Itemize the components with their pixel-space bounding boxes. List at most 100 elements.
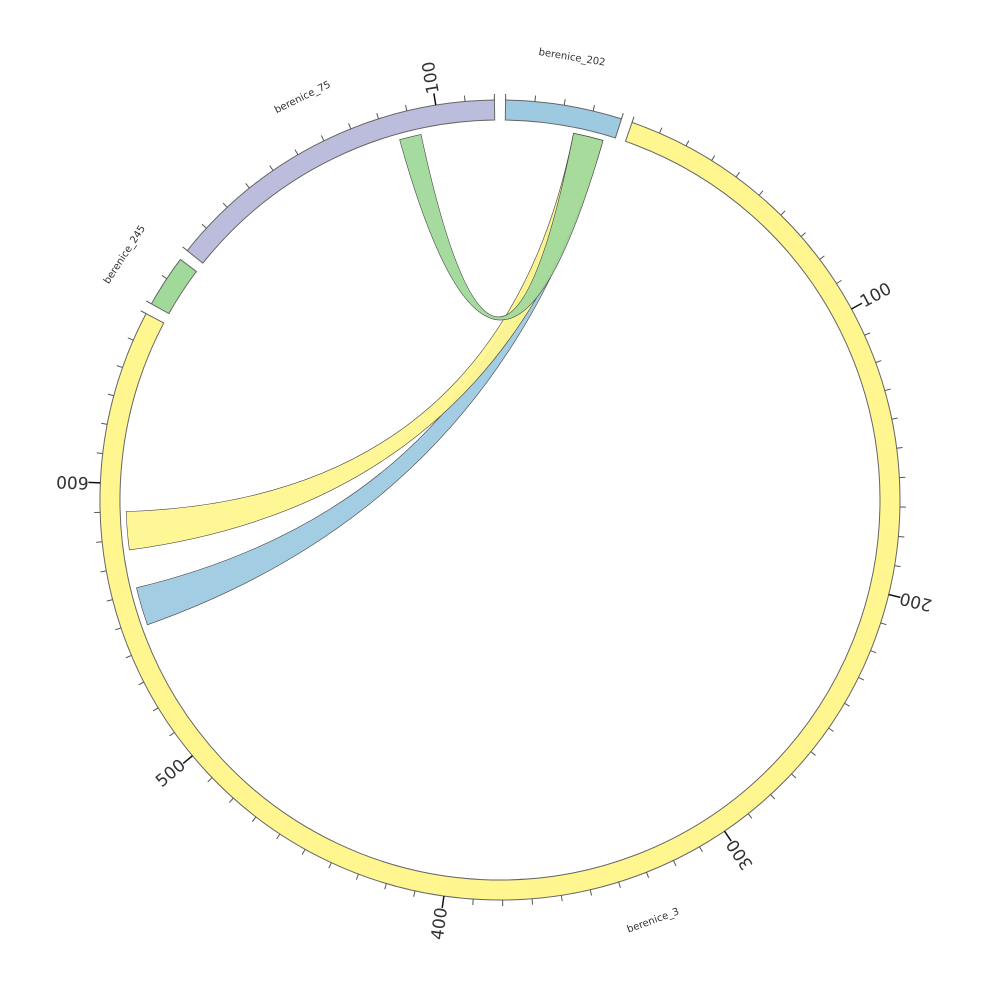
- minor-tick: [376, 113, 380, 120]
- minor-tick: [699, 846, 703, 853]
- minor-tick: [127, 337, 134, 341]
- minor-tick: [770, 794, 776, 800]
- minor-tick: [138, 681, 145, 686]
- minor-tick: [896, 447, 903, 449]
- minor-tick: [870, 650, 877, 654]
- links-layer: [125, 132, 604, 626]
- minor-tick: [592, 105, 595, 112]
- ticks-layer: [88, 93, 906, 909]
- minor-tick: [96, 541, 103, 543]
- major-tick: [723, 830, 732, 842]
- minor-tick: [245, 183, 250, 189]
- link-berenice-75-to-berenice-202: [399, 132, 604, 321]
- minor-tick: [276, 833, 281, 840]
- major-tick: [851, 302, 863, 310]
- labels-layer: 100 200 300 400 500 600 berenice_3 berenice_245…: [56, 47, 934, 941]
- minor-tick: [161, 274, 168, 280]
- minor-tick: [125, 654, 132, 659]
- minor-tick: [320, 135, 325, 142]
- minor-tick: [328, 862, 332, 869]
- minor-tick: [107, 393, 114, 397]
- minor-tick: [201, 223, 207, 229]
- minor-tick: [384, 883, 387, 890]
- major-tick: [441, 895, 445, 909]
- segment-berenice-3: [99, 121, 901, 901]
- minor-tick: [780, 210, 786, 216]
- minor-tick: [864, 332, 871, 336]
- minor-tick: [858, 676, 865, 681]
- minor-tick: [140, 310, 147, 315]
- minor-tick: [875, 360, 882, 364]
- segment-berenice-75: [186, 99, 496, 264]
- minor-tick: [685, 140, 690, 147]
- minor-tick: [589, 889, 593, 896]
- minor-tick: [618, 881, 621, 888]
- segment-name-label: berenice_202: [538, 47, 606, 69]
- minor-tick: [563, 99, 566, 106]
- minor-tick: [101, 422, 108, 425]
- minor-tick: [898, 535, 905, 538]
- minor-tick: [645, 872, 650, 878]
- minor-tick: [115, 627, 122, 631]
- segments-layer: [99, 99, 901, 901]
- link-berenice-3-to-berenice-202: [136, 132, 604, 626]
- minor-tick: [880, 622, 887, 626]
- minor-tick: [96, 452, 103, 455]
- major-tick: [433, 93, 437, 106]
- minor-tick: [355, 873, 359, 880]
- major-tick: [182, 755, 193, 764]
- minor-tick: [463, 95, 466, 102]
- minor-tick: [294, 149, 299, 156]
- tick-label: 300: [723, 835, 758, 873]
- minor-tick: [413, 890, 416, 897]
- minor-tick: [659, 127, 663, 134]
- minor-tick: [791, 773, 797, 779]
- minor-tick: [534, 95, 537, 102]
- minor-tick: [844, 702, 850, 707]
- segment-berenice-245: [150, 258, 198, 315]
- minor-tick: [560, 895, 563, 902]
- minor-tick: [269, 165, 274, 171]
- minor-tick: [228, 797, 234, 803]
- tick-label: 200: [898, 588, 934, 615]
- minor-tick: [207, 777, 213, 783]
- segment-name-label: berenice_3: [626, 906, 681, 935]
- major-tick: [88, 481, 101, 484]
- minor-tick: [620, 113, 624, 120]
- minor-tick: [672, 860, 677, 867]
- minor-tick: [836, 279, 842, 285]
- minor-tick: [891, 417, 898, 420]
- major-tick: [888, 593, 901, 599]
- tick-label: 500: [152, 756, 190, 792]
- segment-berenice-202: [504, 99, 623, 139]
- tick-label: 100: [419, 60, 444, 95]
- minor-tick: [182, 246, 188, 252]
- minor-tick: [169, 732, 175, 737]
- minor-tick: [222, 202, 228, 208]
- minor-tick: [758, 190, 764, 196]
- segment-name-label: berenice_75: [273, 79, 333, 116]
- minor-tick: [106, 599, 113, 602]
- minor-tick: [735, 171, 740, 178]
- minor-tick: [145, 300, 152, 305]
- minor-tick: [711, 155, 716, 161]
- minor-tick: [800, 232, 806, 237]
- minor-tick: [884, 388, 891, 392]
- tick-label: 400: [428, 906, 452, 941]
- minor-tick: [810, 751, 816, 756]
- segment-name-label: berenice_245: [102, 224, 148, 286]
- minor-tick: [828, 727, 834, 732]
- minor-tick: [747, 813, 753, 819]
- minor-tick: [631, 116, 635, 123]
- minor-tick: [251, 816, 257, 822]
- minor-tick: [819, 255, 825, 260]
- minor-tick: [348, 123, 352, 130]
- tick-label: 600: [56, 471, 89, 492]
- tick-label: 100: [857, 279, 895, 312]
- minor-tick: [405, 105, 408, 112]
- minor-tick: [301, 849, 306, 855]
- minor-tick: [152, 707, 159, 712]
- minor-tick: [894, 565, 901, 568]
- minor-tick: [116, 365, 123, 369]
- minor-tick: [100, 570, 107, 573]
